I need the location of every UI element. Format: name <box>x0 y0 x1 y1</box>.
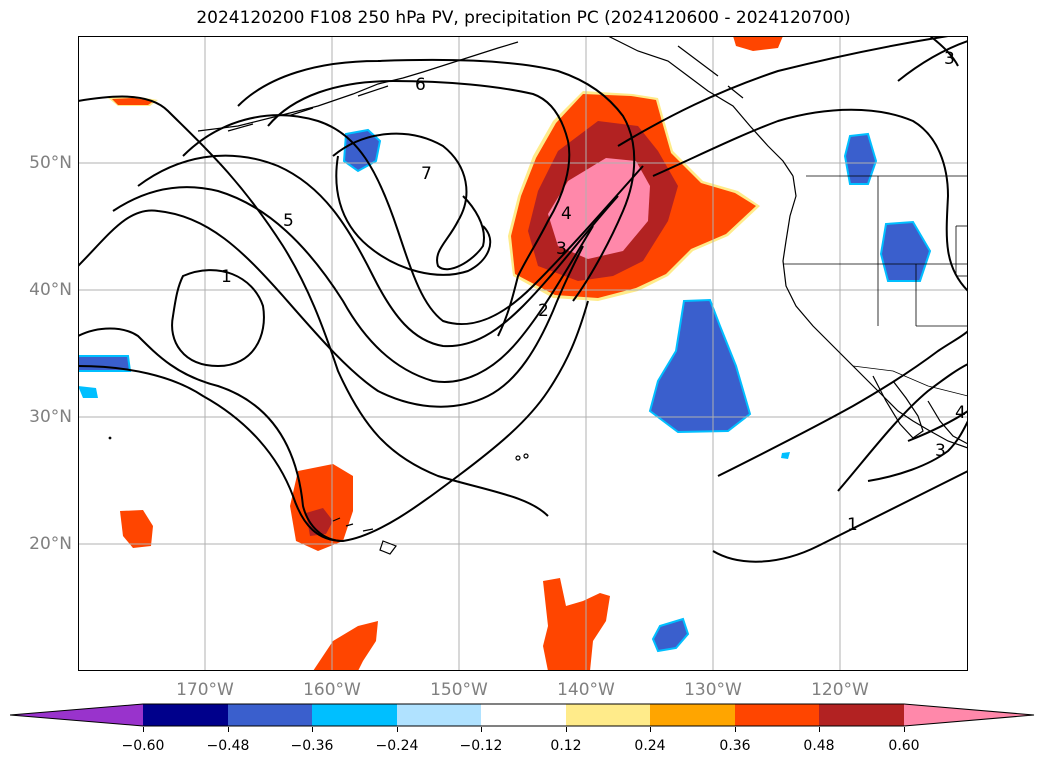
map-panel: 1 2 3 4 5 6 7 1 3 3 4 <box>78 36 968 671</box>
colorbar <box>10 703 1035 727</box>
map-canvas: 1 2 3 4 5 6 7 1 3 3 4 <box>78 36 968 671</box>
cb-tickmark <box>228 727 229 732</box>
cb-tickmark <box>312 727 313 732</box>
lon-label-150w: 150°W <box>430 680 488 700</box>
contour-label-2: 2 <box>538 301 549 321</box>
graticule <box>78 36 968 671</box>
contour-label-3c: 3 <box>944 49 955 69</box>
lat-label-30: 30°N <box>29 407 72 427</box>
lon-label-160w: 160°W <box>303 680 361 700</box>
precip-positive-shading <box>108 36 783 671</box>
cb-tickmark <box>650 727 651 732</box>
lat-label-50: 50°N <box>29 153 72 173</box>
colorbar-extend-high <box>904 704 1034 726</box>
precip-negative-shading <box>78 128 932 653</box>
colorbar-tick-label: −0.60 <box>121 738 165 754</box>
map-border <box>78 36 968 671</box>
colorbar-tick-label: 0.24 <box>634 738 666 754</box>
lat-label-40: 40°N <box>29 280 72 300</box>
cb-tickmark <box>143 727 144 732</box>
cb-tickmark <box>566 727 567 732</box>
colorbar-tick-label: 0.12 <box>550 738 582 754</box>
cb-tickmark <box>481 727 482 732</box>
contour-label-4: 4 <box>561 204 572 224</box>
lat-label-20: 20°N <box>29 534 72 554</box>
contour-label-4b: 4 <box>955 403 966 423</box>
colorbar-tick-label: −0.12 <box>459 738 503 754</box>
colorbar-tick-label: 0.48 <box>803 738 835 754</box>
cb-tickmark <box>735 727 736 732</box>
pv-contours <box>78 36 968 563</box>
contour-label-3b: 3 <box>935 441 946 461</box>
cb-tickmark <box>904 727 905 732</box>
colorbar-tick-label: −0.36 <box>290 738 334 754</box>
cb-tickmark <box>397 727 398 732</box>
contour-label-5: 5 <box>283 211 294 231</box>
lon-label-140w: 140°W <box>557 680 615 700</box>
cb-tickmark <box>819 727 820 732</box>
colorbar-tick-label: 0.60 <box>888 738 920 754</box>
colorbar-extend-low <box>10 704 143 726</box>
contour-label-3: 3 <box>556 239 567 259</box>
contour-label-6: 6 <box>415 75 426 95</box>
contour-label-1b: 1 <box>847 515 858 535</box>
lon-label-130w: 130°W <box>684 680 742 700</box>
lon-label-120w: 120°W <box>811 680 869 700</box>
map-title: 2024120200 F108 250 hPa PV, precipitatio… <box>196 8 851 28</box>
contour-label-7: 7 <box>421 164 432 184</box>
political-borders <box>783 175 968 397</box>
colorbar-tick-label: −0.48 <box>206 738 250 754</box>
lon-label-170w: 170°W <box>176 680 234 700</box>
colorbar-tick-label: 0.36 <box>719 738 751 754</box>
coastlines <box>108 36 968 555</box>
colorbar-tick-label: −0.24 <box>375 738 419 754</box>
contour-label-1: 1 <box>221 267 232 287</box>
contour-labels: 1 2 3 4 5 6 7 1 3 3 4 <box>221 49 966 535</box>
